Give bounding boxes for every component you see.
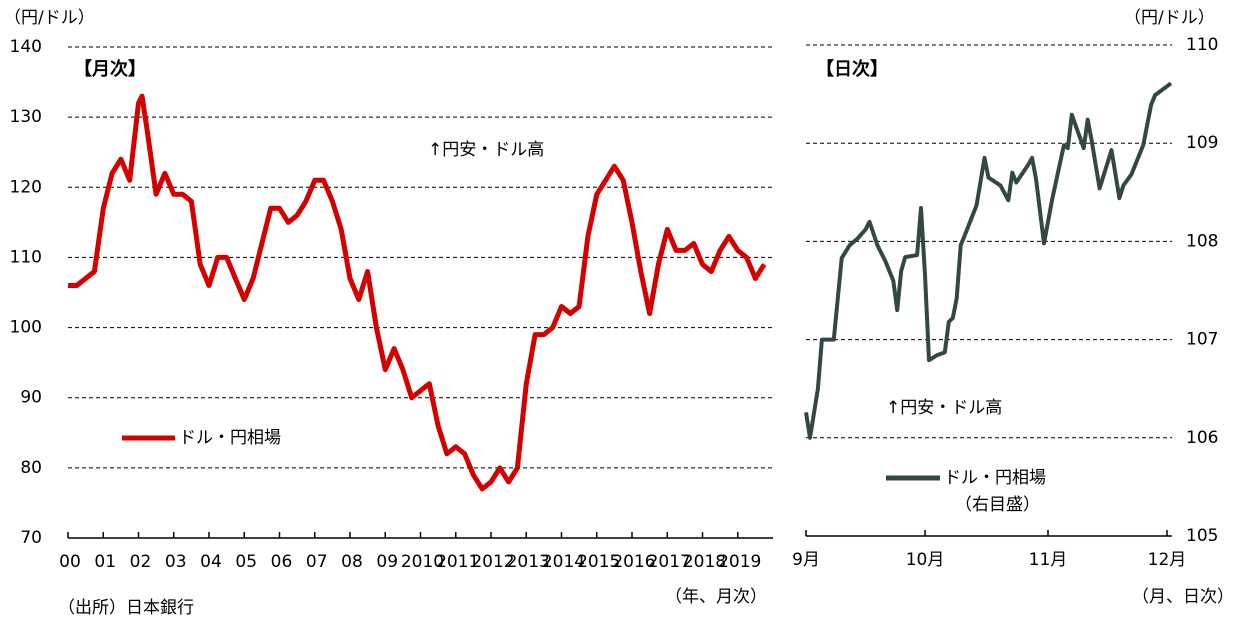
x-tick-label: 2013	[507, 552, 550, 572]
y-tick-label: 110	[1186, 35, 1218, 55]
x-tick-label: 00	[59, 552, 81, 572]
x-tick-label: 2017	[648, 552, 691, 572]
x-tick-label: 11月	[1029, 550, 1068, 570]
series-line	[804, 81, 1173, 440]
series-line	[68, 93, 767, 492]
x-tick-label: 2011	[436, 552, 479, 572]
x-tick-label: 2015	[577, 552, 620, 572]
x-tick-label: 05	[235, 552, 257, 572]
y-label: （円/ドル）	[1124, 8, 1215, 28]
x-tick-label: 09	[376, 552, 398, 572]
x-tick-label: 03	[165, 552, 187, 572]
x-tick-label: 2019	[718, 552, 761, 572]
x-tick-label: 2018	[683, 552, 726, 572]
legend-label: ドル・円相場	[179, 428, 281, 448]
annotation: ↑円安・ドル高	[886, 398, 1002, 418]
x-label: （月、日次）	[1132, 587, 1234, 607]
x-tick-label: 04	[200, 552, 222, 572]
y-tick-label: 80	[20, 458, 42, 478]
x-tick-label: 08	[341, 552, 363, 572]
y-tick-label: 90	[20, 388, 42, 408]
y-tick-label: 106	[1186, 428, 1218, 448]
source: （出所）日本銀行	[58, 598, 194, 618]
x-tick-label: 2016	[612, 552, 655, 572]
x-label: （年、月次）	[665, 587, 767, 607]
annotation: ↑円安・ドル高	[428, 140, 544, 160]
x-tick-label: 9月	[792, 550, 820, 570]
x-tick-label: 07	[306, 552, 328, 572]
x-tick-label: 10月	[906, 550, 945, 570]
y-tick-label: 110	[10, 247, 42, 267]
legend-label: ドル・円相場	[944, 468, 1046, 488]
x-tick-label: 06	[271, 552, 293, 572]
panel-title: 【月次】	[74, 58, 146, 80]
x-tick-label: 2014	[542, 552, 585, 572]
x-tick-label: 2012	[471, 552, 514, 572]
y-tick-label: 130	[10, 107, 42, 127]
y-tick-label: 120	[10, 177, 42, 197]
x-tick-label: 12月	[1148, 550, 1187, 570]
x-tick-label: 2010	[401, 552, 444, 572]
x-tick-label: 01	[94, 552, 116, 572]
panel-title: 【日次】	[816, 58, 888, 80]
y-tick-label: 70	[20, 528, 42, 548]
x-tick-label: 02	[130, 552, 152, 572]
y-tick-label: 100	[10, 318, 42, 338]
legend-note: （右目盛）	[955, 495, 1040, 515]
y-tick-label: 108	[1186, 231, 1218, 251]
y-tick-label: 105	[1186, 526, 1218, 546]
y-label: （円/ドル）	[4, 8, 95, 28]
y-tick-label: 107	[1186, 330, 1218, 350]
y-tick-label: 140	[10, 37, 42, 57]
y-tick-label: 109	[1186, 133, 1218, 153]
